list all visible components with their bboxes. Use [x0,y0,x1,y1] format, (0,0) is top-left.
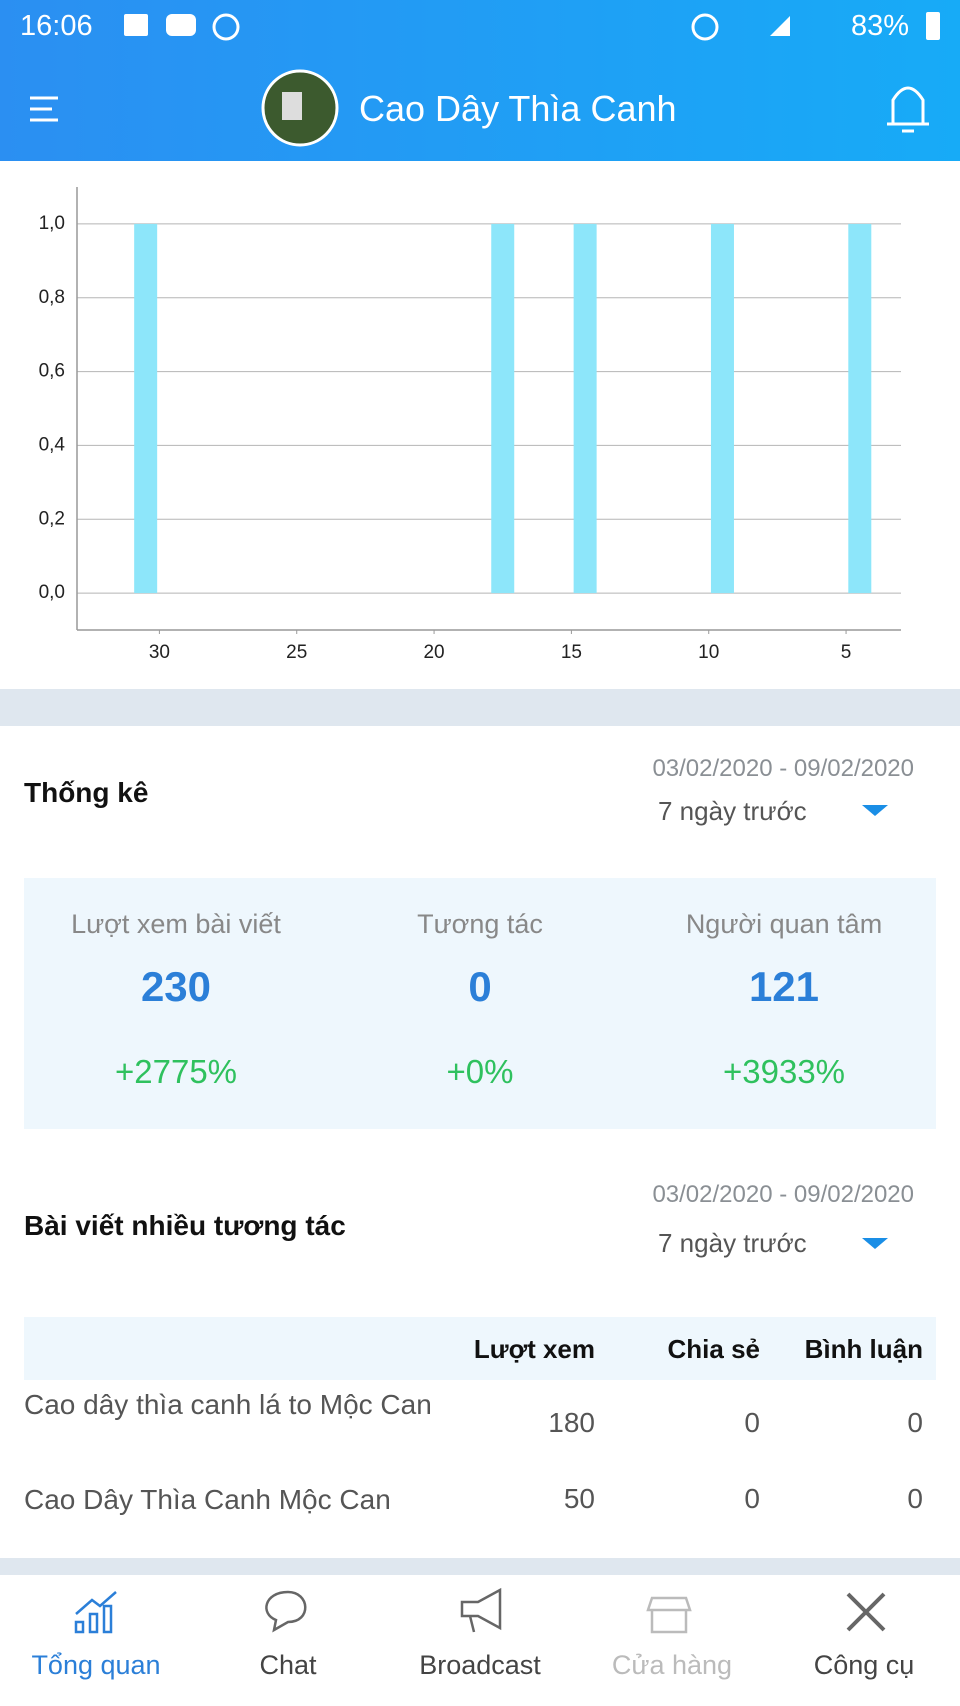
x-tick-label: 30 [149,642,170,663]
dropdown-caret[interactable] [862,1238,888,1249]
header-title: Cao Dây Thìa Canh [359,88,677,129]
x-tick-label: 15 [561,642,582,663]
nav-tab[interactable]: Tổng quan [31,1650,161,1680]
y-tick-label: 0,0 [39,582,65,603]
table-cell: 0 [744,1407,760,1438]
column-header: Bình luận [804,1334,923,1364]
date-range: 03/02/2020 - 09/02/2020 [652,755,914,782]
bar [573,223,597,594]
menu-button[interactable] [30,96,58,122]
y-tick-label: 1,0 [39,213,65,234]
section-title: Thống kê [24,777,149,808]
separator [0,689,960,726]
status-time: 16:06 [20,10,93,42]
stat-value: 121 [748,963,820,1010]
y-tick-label: 0,6 [39,361,65,382]
header-icons [30,12,940,147]
stat-label: Lượt xem bài viết [71,909,281,939]
period-select[interactable]: 7 ngày trước [658,796,807,826]
nav-tab[interactable]: Công cụ [813,1650,915,1680]
y-tick-label: 0,2 [39,508,65,529]
y-tick-label: 0,4 [39,434,66,455]
column-header: Chia sẻ [667,1334,761,1364]
post-title[interactable]: Cao Dây Thìa Canh Mộc Can [24,1484,391,1515]
bar [710,223,734,594]
nav-tab[interactable]: Broadcast [419,1650,541,1680]
stat-change: +3933% [722,1053,846,1090]
stat-value: 0 [468,963,492,1010]
bar [134,223,158,594]
app-header: 16:06 83% Cao Dây Thìa Canh [0,0,960,161]
nav-icons [74,1587,886,1634]
separator [0,1558,960,1575]
x-tick-label: 5 [841,642,852,663]
bar [491,223,515,594]
stat-change: +0% [446,1053,514,1090]
section-title: Bài viết nhiều tương tác [24,1210,346,1241]
table-cell: 0 [907,1407,923,1438]
nav-tab[interactable]: Chat [259,1650,317,1680]
x-tick-label: 10 [698,642,719,663]
x-tick-label: 20 [423,642,444,663]
table-header: Lượt xem Chia sẻ Bình luận [24,1317,936,1380]
x-tick-label: 25 [286,642,307,663]
stat-value: 230 [140,963,212,1010]
bell-button[interactable] [887,86,929,133]
y-tick-label: 0,8 [39,287,65,308]
nav-tab[interactable]: Cửa hàng [611,1650,733,1680]
chart: 0,0 0,2 0,4 0,6 0,8 1,0 30 25 20 15 10 5 [39,187,901,663]
table-cell: 50 [563,1483,595,1514]
table-cell: 180 [548,1407,595,1438]
status-battery: 83% [851,10,910,42]
bottom-nav [0,1578,960,1706]
table-cell: 0 [907,1483,923,1514]
dropdown-caret[interactable] [862,805,888,816]
stat-change: +2775% [114,1053,238,1090]
bar [848,223,872,594]
date-range: 03/02/2020 - 09/02/2020 [652,1181,914,1208]
column-header: Lượt xem [473,1334,595,1364]
stats-box: Lượt xem bài viết 230 +2775% Tương tác 0 +0% N… [24,878,936,1129]
stat-label: Tương tác [417,909,543,939]
table-cell: 0 [744,1483,760,1514]
stat-label: Người quan tâm [685,909,883,939]
period-select[interactable]: 7 ngày trước [658,1228,807,1258]
post-title[interactable]: Cao dây thìa canh lá to Mộc Can [24,1389,432,1420]
